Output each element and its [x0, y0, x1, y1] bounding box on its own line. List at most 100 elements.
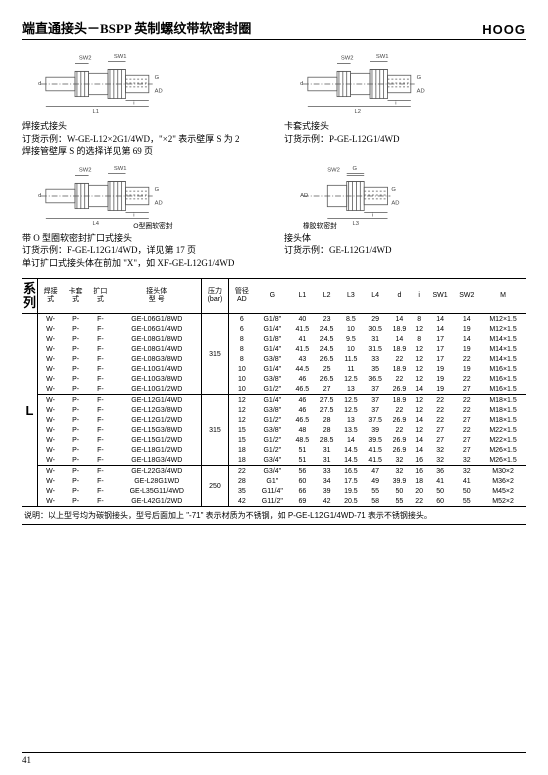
cell: 12: [412, 395, 427, 406]
cell: 27: [453, 435, 480, 445]
svg-text:SW1: SW1: [114, 54, 127, 60]
cell: 22: [453, 405, 480, 415]
cell: 28: [229, 476, 255, 486]
cell: 50: [453, 486, 480, 496]
cell: 32: [453, 455, 480, 466]
cell: F-: [88, 466, 113, 477]
cell: W-: [38, 435, 64, 445]
cell: 12: [229, 405, 255, 415]
cell: 27: [453, 445, 480, 455]
cell: W-: [38, 324, 64, 334]
col-header: 压力(bar): [201, 279, 229, 314]
cell: F-: [88, 435, 113, 445]
svg-text:AD: AD: [300, 193, 308, 199]
cell: 17: [427, 354, 454, 364]
cell: W-: [38, 354, 64, 364]
table-row: W-P-F-GE-L18G1/2WD18G1/2"513114.541.526.…: [22, 445, 526, 455]
cell: 19: [427, 384, 454, 395]
cell: 66: [290, 486, 314, 496]
cell: P-: [63, 334, 88, 344]
cell: 50: [387, 486, 411, 496]
cell: 47: [363, 466, 387, 477]
cell: 18: [412, 476, 427, 486]
svg-text:i: i: [372, 212, 373, 218]
cell: 50: [427, 486, 454, 496]
cell: 11.5: [339, 354, 363, 364]
cell: 14: [427, 314, 454, 325]
cell: 51: [290, 445, 314, 455]
cell: G3/8": [254, 354, 290, 364]
cell: M18×1.5: [480, 405, 526, 415]
cell: 23: [314, 314, 338, 325]
table-row: W-P-F-GE-L06G1/4WD6G1/4"41.524.51030.518…: [22, 324, 526, 334]
cell: F-: [88, 334, 113, 344]
diagrams-grid: SW2 SW1 d G AD i L1 焊接式接头订货示例：W-GE-L12×2…: [22, 50, 526, 270]
cell: M14×1.5: [480, 334, 526, 344]
cell: M52×2: [480, 496, 526, 506]
cell: M16×1.5: [480, 364, 526, 374]
cell: P-: [63, 445, 88, 455]
cell: P-: [63, 476, 88, 486]
cell: 55: [387, 496, 411, 506]
cell: 13: [339, 415, 363, 425]
cell: 39: [363, 425, 387, 435]
cell: 22: [453, 354, 480, 364]
cell: 56: [290, 466, 314, 477]
cell: GE-L08G1/8WD: [113, 334, 201, 344]
cell: 58: [363, 496, 387, 506]
cell: 17.5: [339, 476, 363, 486]
cell: G1/4": [254, 344, 290, 354]
svg-text:L1: L1: [92, 109, 98, 115]
diagram-caption-2: 带 O 型圈软密封扩口式接头订货示例：F-GE-L12G1/4WD，详见第 17…: [22, 232, 264, 270]
cell: 27.5: [314, 405, 338, 415]
svg-text:O型圈软密封: O型圈软密封: [133, 221, 172, 230]
cell: P-: [63, 344, 88, 354]
cell: W-: [38, 425, 64, 435]
cell: 22: [387, 405, 411, 415]
cell: W-: [38, 486, 64, 496]
cell: M12×1.5: [480, 324, 526, 334]
cell: 8: [229, 354, 255, 364]
cell: M26×1.5: [480, 445, 526, 455]
col-header: L2: [314, 279, 338, 314]
col-header: L1: [290, 279, 314, 314]
cell: GE-L10G3/8WD: [113, 374, 201, 384]
cell: G1/2": [254, 384, 290, 395]
cell: 19: [427, 374, 454, 384]
diagram-caption-3: 接头体订货示例：GE-L12G1/4WD: [284, 232, 526, 257]
cell: P-: [63, 354, 88, 364]
cell: 69: [290, 496, 314, 506]
cell: P-: [63, 384, 88, 395]
cell: GE-L22G3/4WD: [113, 466, 201, 477]
cell: 32: [387, 466, 411, 477]
cell: 14: [387, 334, 411, 344]
cell: 30.5: [363, 324, 387, 334]
cell: P-: [63, 405, 88, 415]
cell: P-: [63, 425, 88, 435]
cell: 9.5: [339, 334, 363, 344]
cell: 14: [453, 334, 480, 344]
col-header: 接头体型 号: [113, 279, 201, 314]
cell: P-: [63, 314, 88, 325]
col-header: M: [480, 279, 526, 314]
cell: G1/2": [254, 435, 290, 445]
cell: 12: [412, 425, 427, 435]
svg-text:G: G: [417, 75, 422, 81]
cell: GE-L12G3/8WD: [113, 405, 201, 415]
cell: GE-L06G1/4WD: [113, 324, 201, 334]
table-footnote: 说明：以上型号均为碳钢接头，型号后面加上 "-71" 表示材质为不锈钢，如 P-…: [22, 506, 526, 524]
cell: W-: [38, 445, 64, 455]
cell: F-: [88, 395, 113, 406]
cell: 8: [412, 314, 427, 325]
cell: 28.5: [314, 435, 338, 445]
cell: M14×1.5: [480, 354, 526, 364]
pressure-cell: 315: [201, 314, 229, 395]
cell: F-: [88, 486, 113, 496]
svg-text:AD: AD: [155, 201, 163, 207]
cell: 6: [229, 324, 255, 334]
cell: 22: [427, 415, 454, 425]
cell: 49: [363, 476, 387, 486]
col-header: 系列: [22, 279, 38, 314]
diagram-0: SW2 SW1 d G AD i L1 焊接式接头订货示例：W-GE-L12×2…: [22, 50, 264, 158]
table-row: W-P-F-GE-L28G1WD28G1"603417.54939.918414…: [22, 476, 526, 486]
